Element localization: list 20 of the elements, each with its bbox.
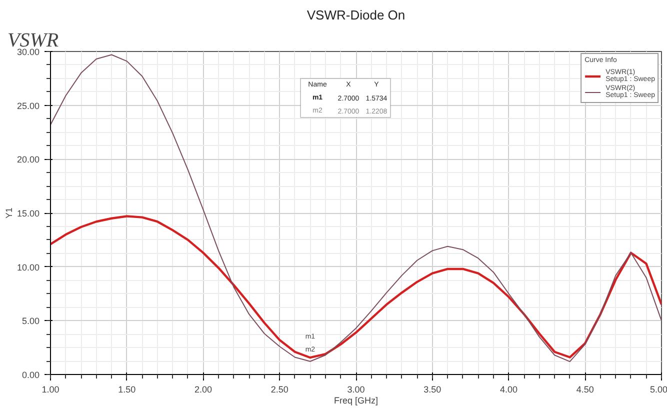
x-tick-label: 3.50: [424, 384, 442, 394]
line-series: [50, 215, 662, 359]
x-tick-label: 2.00: [194, 384, 212, 394]
y-tick-label: 10.00: [16, 262, 40, 272]
y-tick-label: 20.00: [16, 154, 40, 165]
x-tick-label: 1.00: [42, 384, 60, 394]
chart-title: VSWR-Diode On: [306, 8, 406, 22]
x-tick-label: 4.00: [500, 384, 518, 394]
line-series: [50, 54, 662, 362]
x-tick-label: 2.50: [270, 384, 288, 394]
x-tick-label: 1.50: [118, 384, 136, 394]
x-axis-title: Freq [GHz]: [334, 396, 378, 406]
y-tick-label: 0.00: [22, 370, 40, 380]
x-tick-label: 3.00: [347, 384, 365, 394]
y-tick-label: 25.00: [16, 100, 40, 111]
y-tick-label: 5.00: [22, 316, 40, 326]
y-tick-label: 15.00: [16, 208, 40, 218]
x-tick-label: 4.50: [576, 384, 594, 394]
y-axis-title: Y1: [4, 207, 14, 219]
x-tick-label: 5.00: [650, 384, 667, 394]
